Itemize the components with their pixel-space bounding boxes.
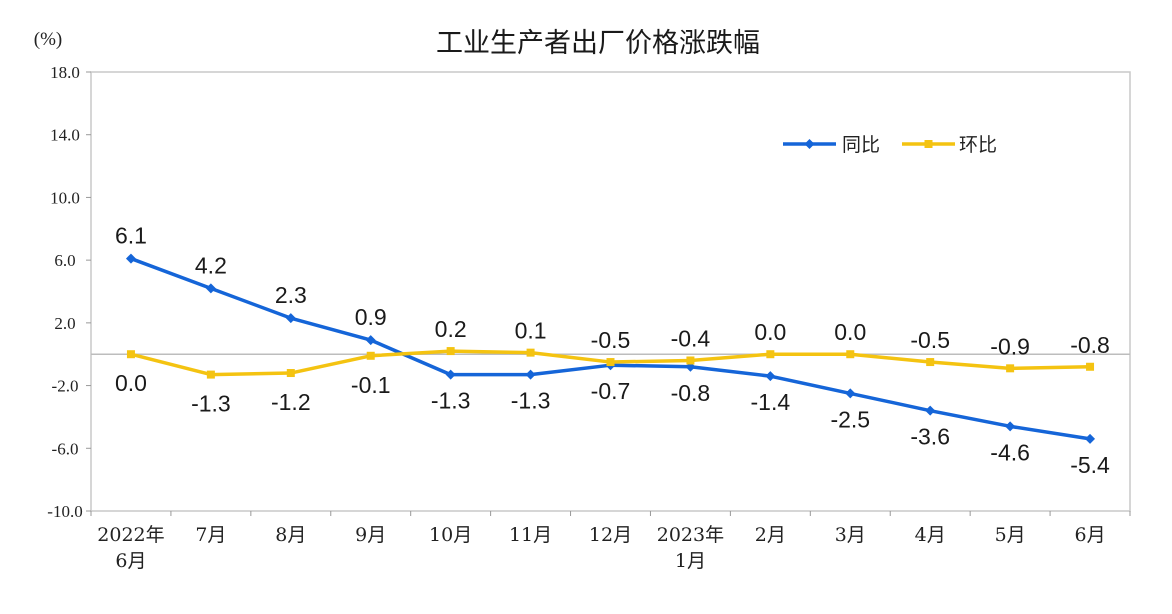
data-label-mom: 0.2 <box>435 316 467 342</box>
x-tick-label-line: 11月 <box>509 524 552 546</box>
x-tick-label: 4月 <box>915 524 946 546</box>
data-point <box>525 369 536 380</box>
data-point <box>766 350 775 359</box>
x-tick-label-line: 3月 <box>835 524 866 546</box>
data-label-mom: 0.0 <box>115 370 147 396</box>
y-tick-label: -10.0 <box>47 502 82 521</box>
x-tick-label-line: 6月 <box>115 550 146 572</box>
data-point <box>125 253 136 264</box>
data-point <box>285 313 296 324</box>
data-label-yoy: -5.4 <box>1070 452 1110 478</box>
y-tick-label: -6.0 <box>52 439 79 458</box>
x-tick-label-line: 9月 <box>355 524 386 546</box>
data-label-yoy: -4.6 <box>990 439 1030 465</box>
data-label-yoy: -1.4 <box>751 389 791 415</box>
legend-marker <box>804 139 815 149</box>
y-axis-unit: (%) <box>34 29 62 50</box>
data-point <box>846 350 855 359</box>
data-label-mom: -0.9 <box>990 333 1030 359</box>
x-tick-label: 7月 <box>195 524 226 546</box>
legend: 同比 环比 <box>783 134 997 156</box>
x-tick-label: 9月 <box>355 524 386 546</box>
data-label-yoy: -0.7 <box>591 378 631 404</box>
y-tick-label: 2.0 <box>54 314 75 333</box>
data-label-mom: -0.5 <box>910 327 950 353</box>
data-point <box>526 348 535 357</box>
x-tick-label-line: 1月 <box>675 550 706 572</box>
x-tick-label: 2022年 6月 <box>97 524 164 572</box>
x-tick-label-line: 7月 <box>195 524 226 546</box>
x-tick-label-line: 5月 <box>995 524 1026 546</box>
y-tick-label: 10.0 <box>50 188 80 207</box>
x-tick-label: 11月 <box>509 524 552 546</box>
data-label-yoy: -0.8 <box>671 380 711 406</box>
data-label-mom: -1.2 <box>271 389 311 415</box>
data-point <box>1005 421 1016 432</box>
x-tick-label: 2023年 1月 <box>657 524 724 572</box>
x-tick-label: 8月 <box>275 524 306 546</box>
data-label-yoy: -3.6 <box>910 424 950 450</box>
x-tick-label-line: 2023年 <box>657 524 724 546</box>
chart-title: 工业生产者出厂价格涨跌幅 <box>436 28 760 59</box>
data-label-mom: 0.0 <box>754 319 786 345</box>
data-label-yoy: 0.9 <box>355 304 387 330</box>
data-label-mom: 0.0 <box>834 319 866 345</box>
y-tick-label: -2.0 <box>52 377 79 396</box>
data-point <box>205 283 216 294</box>
x-tick-label: 3月 <box>835 524 866 546</box>
x-tick-label-line: 10月 <box>429 524 472 546</box>
legend-label: 同比 <box>842 134 880 156</box>
legend-label: 环比 <box>959 134 997 156</box>
data-point <box>686 356 695 365</box>
x-tick-label: 10月 <box>429 524 472 546</box>
x-tick-label-line: 8月 <box>275 524 306 546</box>
x-tick-label-line: 6月 <box>1074 524 1105 546</box>
data-point <box>126 350 135 359</box>
data-label-mom: -0.5 <box>591 327 631 353</box>
legend-marker <box>924 140 933 148</box>
data-point <box>366 351 375 360</box>
y-axis: 18.0 14.0 10.0 6.0 2.0 -2.0 -6.0 -10.0 <box>47 63 91 521</box>
data-label-yoy: 2.3 <box>275 282 307 308</box>
x-tick-label-line: 2022年 <box>97 524 164 546</box>
data-point <box>926 358 935 367</box>
data-point <box>765 371 776 382</box>
x-tick-label: 6月 <box>1074 524 1105 546</box>
x-tick-label-line: 4月 <box>915 524 946 546</box>
data-label-yoy: 6.1 <box>115 223 147 249</box>
data-point <box>365 335 376 346</box>
data-point <box>1085 433 1096 444</box>
data-label-mom: 0.1 <box>515 318 547 344</box>
data-point <box>1006 364 1015 373</box>
data-label-mom: -0.4 <box>671 325 711 351</box>
data-label-yoy: 4.2 <box>195 252 227 278</box>
x-tick-label-line: 12月 <box>589 524 632 546</box>
plot-area <box>90 71 1131 512</box>
data-labels: 6.1 0.0 4.2 -1.3 2.3 -1.2 0.9 -0.1 -1.3 0.2 -1.3 0.… <box>115 223 1110 478</box>
data-label-yoy: -1.3 <box>431 388 471 414</box>
y-tick-label: 18.0 <box>50 63 80 82</box>
data-point <box>845 388 856 399</box>
data-point <box>606 358 615 367</box>
x-tick-label: 5月 <box>995 524 1026 546</box>
y-tick-label: 14.0 <box>50 126 80 145</box>
x-tick-label-line: 2月 <box>755 524 786 546</box>
data-point <box>286 369 295 378</box>
data-label-mom: -0.1 <box>351 372 391 398</box>
x-axis: 2022年 6月 7月 8月 9月 10月 11月 12月 2023年 1月 2月 3月 4月 5月 6月 <box>90 511 1131 572</box>
data-point <box>445 369 456 380</box>
data-point <box>1086 362 1095 371</box>
x-tick-label: 2月 <box>755 524 786 546</box>
data-point <box>206 370 215 379</box>
data-label-mom: -1.3 <box>191 391 231 417</box>
data-point <box>446 347 455 356</box>
y-tick-label: 6.0 <box>54 251 75 270</box>
data-point <box>925 405 936 416</box>
data-label-mom: -0.8 <box>1070 332 1110 358</box>
data-label-yoy: -1.3 <box>511 388 551 414</box>
series-layer <box>125 253 1096 444</box>
data-label-yoy: -2.5 <box>830 406 870 432</box>
x-tick-label: 12月 <box>589 524 632 546</box>
